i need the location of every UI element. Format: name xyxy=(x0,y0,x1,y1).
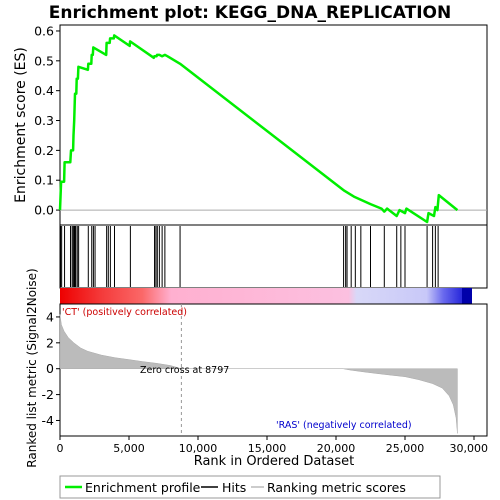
positive-correlation-label: 'CT' (positively correlated) xyxy=(62,307,187,318)
hit-lines xyxy=(60,226,439,287)
hits-panel xyxy=(59,224,488,289)
metric-y-tick-label: -2 xyxy=(42,387,54,402)
metric-y-tick-label: 4 xyxy=(46,309,54,324)
legend-enrichment-label: Enrichment profile xyxy=(85,480,201,495)
es-y-tick-label: 0.6 xyxy=(34,23,54,38)
metric-y-tick-label: 2 xyxy=(46,335,54,350)
x-tick-label: 30,000 xyxy=(450,442,489,455)
rank-color-end xyxy=(462,288,472,304)
x-tick-label: 20,000 xyxy=(317,442,356,455)
metric-y-ticks: -4 -2 0 2 4 xyxy=(42,309,60,428)
metric-y-tick-label: -4 xyxy=(42,413,55,428)
es-y-axis-label: Enrichment score (ES) xyxy=(13,47,29,203)
legend-metric-label: Ranking metric scores xyxy=(267,480,406,495)
x-tick-label: 5,000 xyxy=(113,442,145,455)
negative-correlation-label: 'RAS' (negatively correlated) xyxy=(276,420,412,431)
zero-cross-label: Zero cross at 8797 xyxy=(140,365,229,376)
es-y-tick-label: 0.2 xyxy=(34,143,54,158)
es-panel: 0.0 0.1 0.2 0.3 0.4 0.5 0.6 Enrichment score (… xyxy=(13,23,488,226)
es-y-ticks: 0.0 0.1 0.2 0.3 0.4 0.5 0.6 xyxy=(34,23,60,218)
metric-panel: -4 -2 0 2 4 'CT' (positively correlated) Zer… xyxy=(25,268,488,468)
es-y-tick-label: 0.0 xyxy=(34,203,54,218)
ranking-metric-area xyxy=(59,314,458,434)
es-y-tick-label: 0.5 xyxy=(34,53,54,68)
enrichment-profile-line xyxy=(58,34,459,224)
x-tick-label: 0 xyxy=(57,442,64,455)
metric-y-tick-label: 0 xyxy=(46,361,54,376)
es-y-tick-label: 0.3 xyxy=(34,113,54,128)
rank-color-bar xyxy=(60,288,472,304)
es-y-tick-label: 0.4 xyxy=(34,83,54,98)
es-y-tick-label: 0.1 xyxy=(34,173,54,188)
x-tick-label: 10,000 xyxy=(179,442,218,455)
es-panel-frame xyxy=(59,24,488,226)
x-tick-label: 25,000 xyxy=(386,442,425,455)
legend: Enrichment profile Hits Ranking metric s… xyxy=(59,475,441,499)
metric-y-axis-label: Ranked list metric (Signal2Noise) xyxy=(25,268,39,467)
hits-panel-frame xyxy=(59,224,488,289)
x-axis: 0 5,000 10,000 15,000 20,000 25,000 30,000 Ran… xyxy=(57,436,489,469)
legend-frame xyxy=(59,475,441,499)
legend-hits-label: Hits xyxy=(222,480,246,495)
chart-title: Enrichment plot: KEGG_DNA_REPLICATION xyxy=(49,3,451,23)
x-tick-label: 15,000 xyxy=(248,442,287,455)
rank-color-gradient xyxy=(60,288,472,304)
x-axis-label: Rank in Ordered Dataset xyxy=(194,454,355,469)
x-ticks: 0 5,000 10,000 15,000 20,000 25,000 30,000 xyxy=(57,436,489,455)
